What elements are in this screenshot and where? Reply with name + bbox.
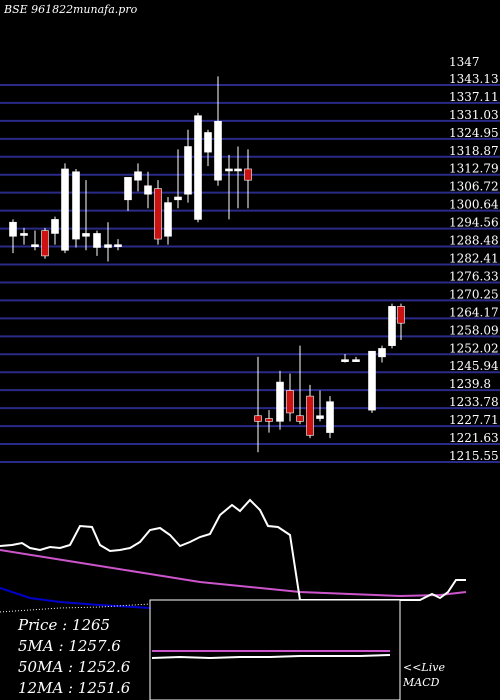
price-tick-label: 1270.25 bbox=[449, 287, 499, 301]
candle-body bbox=[72, 171, 80, 240]
candle-body bbox=[265, 418, 273, 422]
price-tick-label: 1337.11 bbox=[449, 90, 499, 104]
candle-body bbox=[164, 202, 172, 237]
candle-body bbox=[378, 348, 386, 358]
candle-body bbox=[104, 244, 112, 248]
candle-body bbox=[93, 233, 101, 248]
chart-title: BSE 961822 bbox=[3, 3, 73, 16]
candle-body bbox=[134, 171, 142, 181]
candle-body bbox=[194, 115, 202, 220]
candle-body bbox=[368, 350, 376, 411]
price-tick-label: 1215.55 bbox=[449, 449, 499, 463]
candle-body bbox=[20, 233, 28, 236]
price-tick-label: 1288.48 bbox=[449, 234, 499, 248]
price-tick-label: 1343.13 bbox=[449, 72, 499, 86]
price-tick-label: 1276.33 bbox=[449, 269, 499, 283]
candle-body bbox=[397, 306, 405, 324]
price-tick-label: 1294.56 bbox=[449, 216, 499, 230]
ma12-stat: 12MA : 1251.6 bbox=[18, 679, 131, 697]
ma-line bbox=[0, 549, 467, 598]
candle-body bbox=[31, 244, 39, 247]
candle-body bbox=[254, 415, 262, 422]
candle-body bbox=[316, 415, 324, 419]
macd-line bbox=[151, 654, 391, 660]
candle-body bbox=[388, 306, 396, 346]
candle-body bbox=[204, 132, 212, 153]
candle-body bbox=[225, 168, 233, 172]
candle-body bbox=[51, 219, 59, 234]
candle-body bbox=[114, 244, 122, 247]
price-tick-label: 1306.72 bbox=[449, 180, 499, 194]
macd-panel: <<Live MACD bbox=[149, 599, 445, 700]
candle-body bbox=[306, 395, 314, 436]
price-tick-label: 1282.41 bbox=[449, 252, 499, 266]
candle-body bbox=[326, 401, 334, 433]
candle-body bbox=[286, 390, 294, 414]
candle-body bbox=[352, 359, 360, 362]
ma5-stat: 5MA : 1257.6 bbox=[18, 637, 121, 655]
price-tick-label: 1227.71 bbox=[449, 413, 499, 427]
price-tick-label: 1245.94 bbox=[449, 359, 499, 373]
candle-body bbox=[214, 120, 222, 181]
candle-body bbox=[276, 381, 284, 422]
candle-body bbox=[124, 177, 132, 201]
macd-label: MACD bbox=[402, 676, 440, 689]
candle-body bbox=[154, 188, 162, 240]
candle-body bbox=[41, 230, 49, 257]
price-tick-label: 1331.03 bbox=[449, 108, 499, 122]
price-tick-label: 1233.78 bbox=[449, 395, 499, 409]
ma50-stat: 50MA : 1252.6 bbox=[18, 658, 131, 676]
candle-body bbox=[144, 185, 152, 195]
candle-body bbox=[244, 168, 252, 181]
price-tick-label: 1252.02 bbox=[449, 341, 499, 355]
price-tick-label: 1239.8 bbox=[449, 377, 491, 391]
candle-body bbox=[9, 221, 17, 237]
chart-source: munafa.pro bbox=[73, 3, 138, 16]
price-tick-label: 1264.17 bbox=[449, 305, 499, 319]
price-tick-label: 1318.87 bbox=[449, 144, 499, 158]
price-tick-label: 1300.64 bbox=[449, 198, 499, 212]
candle-body bbox=[61, 168, 69, 251]
indicator-lines bbox=[0, 498, 467, 613]
candle-body bbox=[296, 415, 304, 422]
macd-live-label: <<Live bbox=[403, 661, 445, 674]
price-stat: Price : 1265 bbox=[18, 616, 111, 634]
price-axis-labels: 1347 1343.13 1337.11 1331.03 1324.95 1318.87 1… bbox=[449, 55, 499, 463]
price-tick-label: 1221.63 bbox=[449, 431, 499, 445]
candlesticks bbox=[9, 76, 405, 453]
candle-body bbox=[341, 359, 349, 362]
price-tick-label: 1324.95 bbox=[449, 126, 499, 140]
candle-body bbox=[82, 233, 90, 237]
price-tick-label: 1347 bbox=[449, 55, 480, 69]
price-gridlines bbox=[0, 83, 500, 463]
candle-body bbox=[184, 146, 192, 195]
candle-body bbox=[174, 196, 182, 201]
price-tick-label: 1312.79 bbox=[449, 162, 499, 176]
candle-body bbox=[234, 168, 242, 172]
price-tick-label: 1258.09 bbox=[449, 323, 499, 337]
